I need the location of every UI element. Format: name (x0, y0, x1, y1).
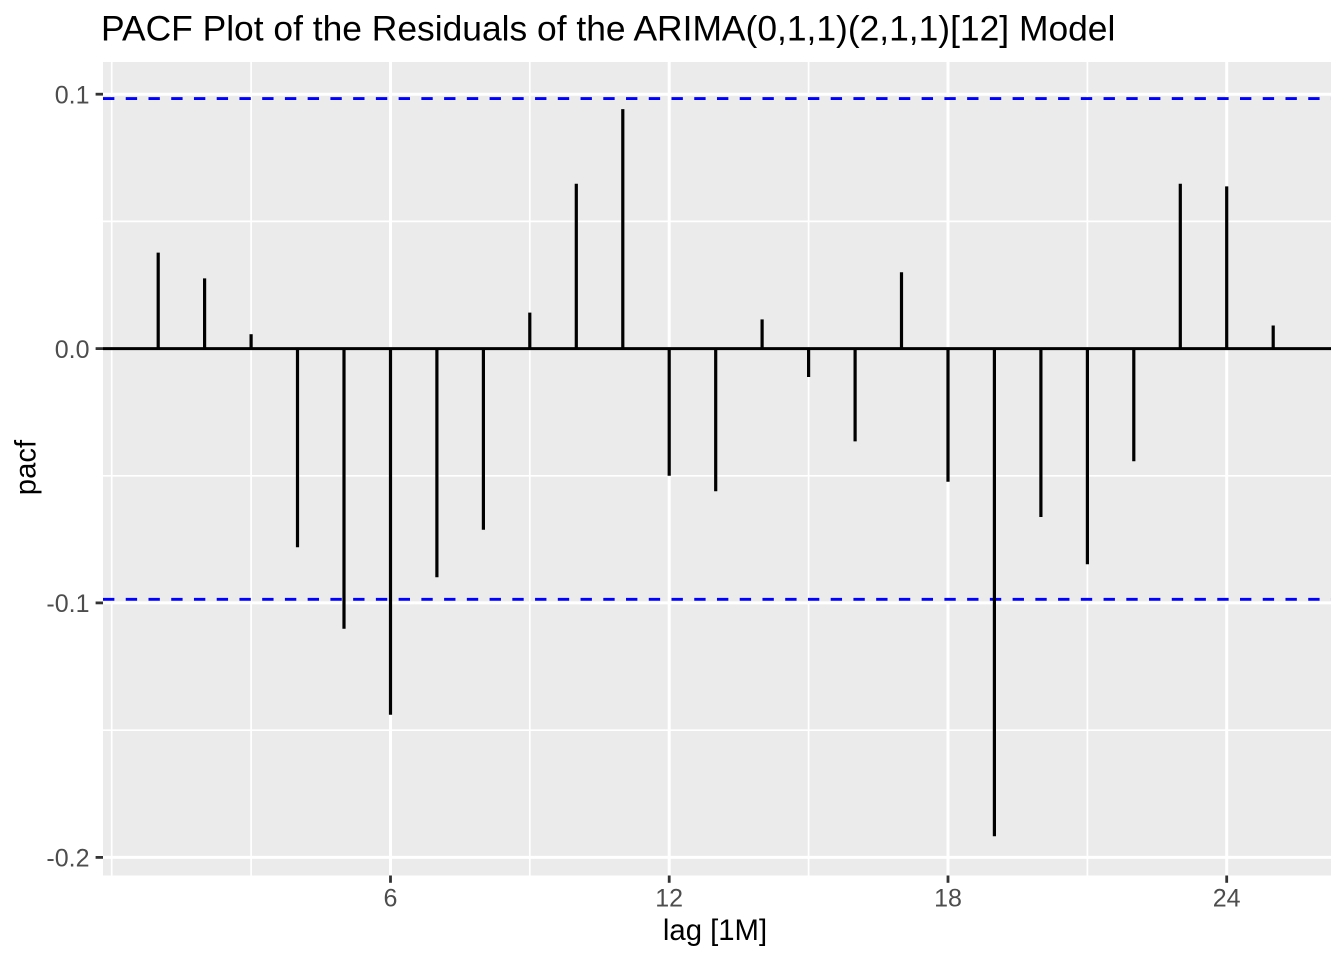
svg-text:18: 18 (934, 885, 962, 913)
svg-text:6: 6 (384, 885, 398, 913)
svg-text:0.1: 0.1 (55, 82, 90, 110)
svg-text:-0.2: -0.2 (46, 845, 89, 873)
svg-text:24: 24 (1213, 885, 1241, 913)
svg-text:PACF Plot of the Residuals of: PACF Plot of the Residuals of the ARIMA(… (101, 9, 1115, 49)
svg-text:12: 12 (655, 885, 683, 913)
svg-text:pacf: pacf (10, 439, 43, 495)
svg-text:lag [1M]: lag [1M] (663, 914, 767, 947)
svg-text:-0.1: -0.1 (46, 590, 89, 618)
svg-text:0.0: 0.0 (55, 336, 90, 364)
